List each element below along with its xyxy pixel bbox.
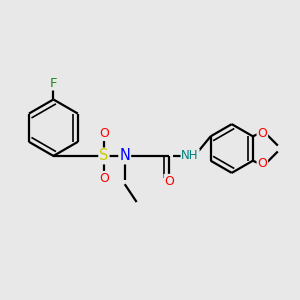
- Text: F: F: [50, 76, 57, 90]
- Text: NH: NH: [182, 149, 199, 162]
- Text: O: O: [257, 157, 267, 170]
- Text: O: O: [257, 127, 267, 140]
- Text: S: S: [99, 148, 109, 164]
- Text: O: O: [99, 172, 109, 185]
- Text: O: O: [99, 127, 109, 140]
- Text: O: O: [164, 175, 174, 188]
- Text: N: N: [119, 148, 130, 164]
